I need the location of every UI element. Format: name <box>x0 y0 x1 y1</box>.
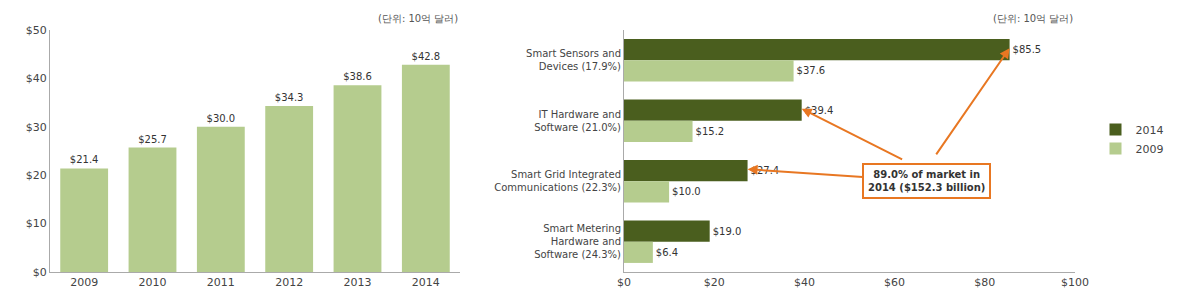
svg-text:$80: $80 <box>974 276 995 289</box>
svg-text:$37.6: $37.6 <box>797 65 826 76</box>
svg-text:$40: $40 <box>26 72 47 85</box>
svg-text:Smart Sensors andDevices (17.9: Smart Sensors andDevices (17.9%) <box>526 48 621 72</box>
svg-text:(단위: 10억 달러): (단위: 10억 달러) <box>378 13 458 24</box>
svg-text:$39.4: $39.4 <box>805 105 834 116</box>
svg-text:$20: $20 <box>26 169 47 182</box>
svg-text:$40: $40 <box>794 276 815 289</box>
svg-text:$6.4: $6.4 <box>656 247 678 258</box>
svg-text:2009: 2009 <box>1136 143 1164 156</box>
svg-text:$19.0: $19.0 <box>713 226 742 237</box>
svg-text:$15.2: $15.2 <box>696 126 725 137</box>
svg-text:IT Hardware andSoftware (21.0%: IT Hardware andSoftware (21.0%) <box>534 109 621 133</box>
svg-text:$34.3: $34.3 <box>275 92 304 103</box>
svg-text:$20: $20 <box>704 276 725 289</box>
svg-text:$10: $10 <box>26 217 47 230</box>
svg-text:$100: $100 <box>1061 276 1089 289</box>
svg-text:Smart MeteringHardware andSoft: Smart MeteringHardware andSoftware (24.3… <box>534 223 621 260</box>
svg-text:2010: 2010 <box>139 276 167 289</box>
svg-text:2011: 2011 <box>207 276 235 289</box>
svg-text:$50: $50 <box>26 24 47 37</box>
svg-text:$10.0: $10.0 <box>672 186 701 197</box>
svg-text:$25.7: $25.7 <box>138 134 167 145</box>
svg-text:$0: $0 <box>33 266 47 279</box>
svg-text:2009: 2009 <box>70 276 98 289</box>
svg-text:2014: 2014 <box>412 276 440 289</box>
svg-text:(단위: 10억 달러): (단위: 10억 달러) <box>993 13 1073 24</box>
svg-text:$30.0: $30.0 <box>207 113 236 124</box>
svg-text:$0: $0 <box>617 276 631 289</box>
svg-text:2013: 2013 <box>344 276 372 289</box>
svg-text:$27.4: $27.4 <box>751 165 780 176</box>
svg-text:$21.4: $21.4 <box>70 154 99 165</box>
svg-text:Smart Grid IntegratedCommunica: Smart Grid IntegratedCommunications (22.… <box>494 169 621 193</box>
svg-text:$30: $30 <box>26 121 47 134</box>
svg-text:$42.8: $42.8 <box>412 51 441 62</box>
svg-text:$38.6: $38.6 <box>343 71 372 82</box>
svg-text:2012: 2012 <box>275 276 303 289</box>
svg-text:$85.5: $85.5 <box>1013 44 1042 55</box>
svg-text:89.0% of market in2014 ($152.3: 89.0% of market in2014 ($152.3 billion) <box>868 169 985 193</box>
svg-text:$60: $60 <box>884 276 905 289</box>
svg-text:2014: 2014 <box>1136 124 1164 137</box>
